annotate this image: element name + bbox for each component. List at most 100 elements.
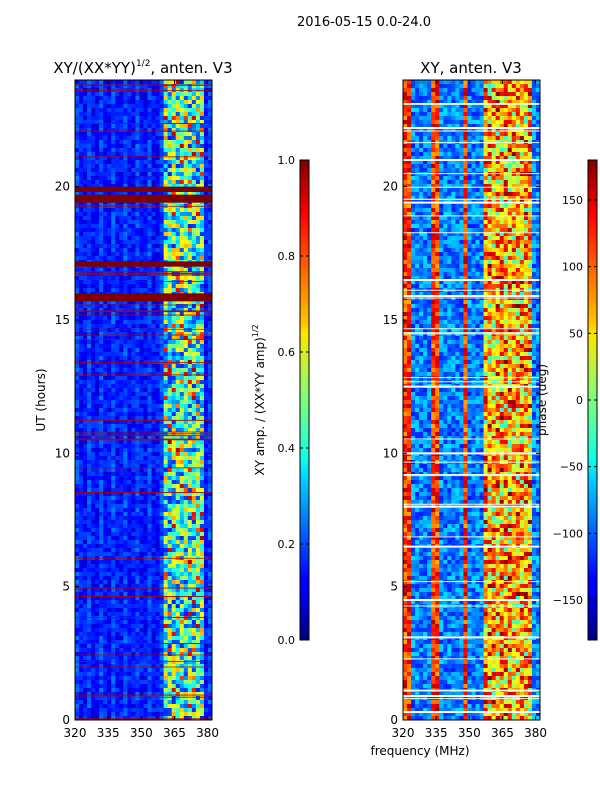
heatmap-cell	[179, 608, 185, 613]
heatmap-cell	[91, 464, 96, 469]
heatmap-cell	[183, 212, 189, 217]
heatmap-cell	[123, 652, 128, 657]
heatmap-cell	[187, 128, 193, 133]
heatmap-cell	[95, 712, 100, 717]
heatmap-cell	[127, 376, 132, 381]
heatmap-cell	[107, 464, 112, 469]
heatmap-cell	[119, 620, 124, 625]
heatmap-cell	[83, 360, 88, 365]
heatmap-cell	[123, 672, 128, 677]
heatmap-cell	[131, 332, 136, 337]
heatmap-cell	[175, 596, 181, 601]
heatmap-cell	[147, 144, 152, 149]
heatmap-cell	[115, 360, 120, 365]
heatmap-cell	[95, 400, 100, 405]
heatmap-cell	[131, 496, 136, 501]
heatmap-cell	[171, 404, 177, 409]
heatmap-cell	[195, 324, 201, 329]
heatmap-cell	[79, 248, 84, 253]
heatmap-cell	[83, 232, 88, 237]
heatmap-cell	[107, 108, 112, 113]
heatmap-cell	[199, 208, 205, 213]
heatmap-cell	[195, 636, 201, 641]
heatmap-cell	[91, 444, 96, 449]
heatmap-cell	[199, 128, 205, 133]
heatmap-cell	[139, 548, 144, 553]
heatmap-cell	[123, 496, 128, 501]
heatmap-cell	[75, 352, 80, 357]
heatmap-cell	[115, 604, 120, 609]
heatmap-cell	[103, 100, 108, 105]
heatmap-cell	[143, 528, 148, 533]
heatmap-cell	[123, 680, 128, 685]
heatmap-cell	[175, 612, 181, 617]
heatmap-cell	[191, 280, 197, 285]
heatmap-cell	[99, 172, 104, 177]
heatmap-cell	[139, 636, 144, 641]
heatmap-cell	[99, 676, 104, 681]
heatmap-cell	[123, 568, 128, 573]
heatmap-cell	[87, 280, 92, 285]
heatmap-cell	[99, 464, 104, 469]
heatmap-cell	[107, 352, 112, 357]
heatmap-cell	[111, 664, 116, 669]
heatmap-cell	[127, 684, 132, 689]
heatmap-cell	[167, 388, 173, 393]
heatmap-cell	[75, 404, 80, 409]
heatmap-cell	[135, 688, 140, 693]
heatmap-cell	[107, 348, 112, 353]
heatmap-cell	[191, 708, 197, 713]
heatmap-cell	[139, 276, 144, 281]
heatmap-cell	[151, 316, 156, 321]
heatmap-cell	[103, 512, 108, 517]
heatmap-cell	[87, 520, 92, 525]
heatmap-cell	[131, 84, 136, 89]
heatmap-cell	[167, 600, 173, 605]
heatmap-cell	[139, 392, 144, 397]
heatmap-cell	[183, 584, 189, 589]
heatmap-cell	[167, 396, 173, 401]
heatmap-cell	[171, 672, 177, 677]
heatmap-cell	[159, 168, 165, 173]
heatmap-cell	[127, 212, 132, 217]
heatmap-cell	[195, 348, 201, 353]
heatmap-cell	[111, 640, 116, 645]
heatmap-cell	[167, 564, 173, 569]
heatmap-cell	[119, 692, 124, 697]
heatmap-cell	[119, 472, 124, 477]
heatmap-cell	[171, 696, 177, 701]
heatmap-cell	[175, 252, 181, 257]
heatmap-cell	[123, 248, 128, 253]
heatmap-cell	[83, 244, 88, 249]
heatmap-cell	[103, 228, 108, 233]
heatmap-cell	[135, 516, 140, 521]
heatmap-cell	[107, 240, 112, 245]
heatmap-cell	[95, 252, 100, 257]
heatmap-cell	[95, 692, 100, 697]
heatmap-cell	[107, 356, 112, 361]
heatmap-cell	[87, 660, 92, 665]
heatmap-cell	[135, 172, 140, 177]
heatmap-cell	[151, 216, 156, 221]
heatmap-cell	[155, 180, 161, 185]
heatmap-cell	[115, 172, 120, 177]
heatmap-cell	[163, 424, 169, 429]
heatmap-cell	[155, 408, 161, 413]
heatmap-cell	[75, 224, 80, 229]
heatmap-cell	[87, 644, 92, 649]
heatmap-cell	[135, 116, 140, 121]
heatmap-cell	[179, 552, 185, 557]
heatmap-cell	[191, 476, 197, 481]
heatmap-cell	[191, 176, 197, 181]
heatmap-cell	[187, 476, 193, 481]
heatmap-cell	[111, 448, 116, 453]
heatmap-cell	[127, 224, 132, 229]
heatmap-cell	[119, 488, 124, 493]
heatmap-cell	[195, 104, 201, 109]
heatmap-cell	[167, 288, 173, 293]
heatmap-cell	[187, 584, 193, 589]
heatmap-cell	[83, 444, 88, 449]
heatmap-cell	[131, 516, 136, 521]
heatmap-cell	[195, 656, 201, 661]
heatmap-cell	[179, 120, 185, 125]
